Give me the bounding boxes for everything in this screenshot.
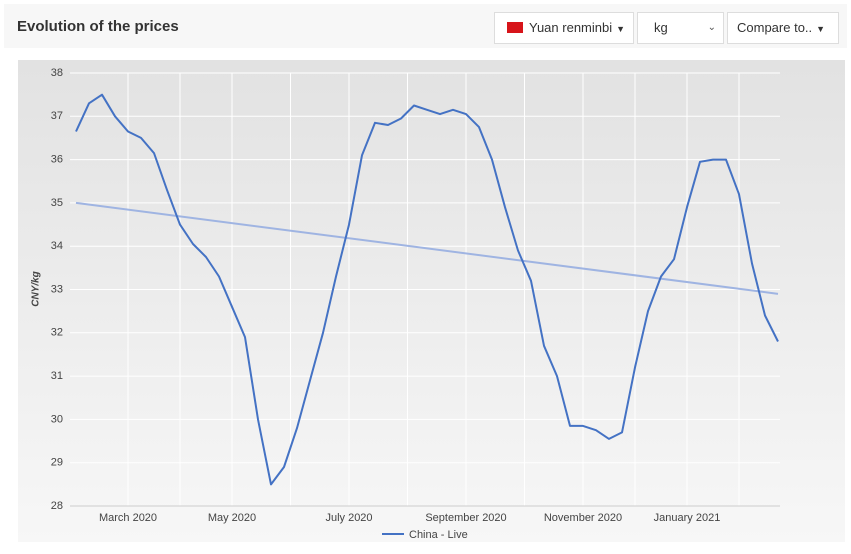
y-tick-label: 32 xyxy=(51,327,63,339)
y-tick-label: 36 xyxy=(51,154,63,166)
x-tick-label: January 2021 xyxy=(654,512,721,524)
y-tick-label: 31 xyxy=(51,370,63,382)
unit: kg xyxy=(654,20,668,35)
flag xyxy=(507,22,523,33)
x-tick-label: July 2020 xyxy=(325,512,372,524)
plot-background xyxy=(18,60,845,542)
x-tick-label: May 2020 xyxy=(208,512,256,524)
currency: Yuan renminbi xyxy=(529,20,613,35)
y-tick-label: 38 xyxy=(51,67,63,79)
legend-label: China - Live xyxy=(409,529,468,541)
compare-select[interactable]: Compare to.. ▼ xyxy=(727,12,839,44)
x-tick-label: September 2020 xyxy=(425,512,506,524)
title: Evolution of the prices xyxy=(17,18,179,35)
header: Evolution of the prices Yuan renminbi ▼ k… xyxy=(4,4,847,48)
caret: ▼ xyxy=(616,24,626,34)
y-tick-label: 35 xyxy=(51,197,63,209)
y-tick-label: 37 xyxy=(51,110,63,122)
y-tick-label: 34 xyxy=(51,240,63,252)
series-line xyxy=(75,93,779,486)
chevron: ⌄ xyxy=(707,22,716,33)
y-tick-label: 28 xyxy=(51,500,63,512)
y-tick-label: 29 xyxy=(51,457,63,469)
y-axis-label: CNY/kg xyxy=(31,271,42,307)
caret: ▼ xyxy=(816,24,826,34)
y-tick-label: 30 xyxy=(51,413,63,425)
x-tick-label: March 2020 xyxy=(99,512,157,524)
currency-select[interactable]: Yuan renminbi ▼ xyxy=(494,12,634,44)
y-tick-label: 33 xyxy=(51,283,63,295)
compare: Compare to.. xyxy=(737,20,813,35)
x-tick-label: November 2020 xyxy=(544,512,622,524)
unit-select[interactable]: kg ⌄ xyxy=(637,12,724,44)
